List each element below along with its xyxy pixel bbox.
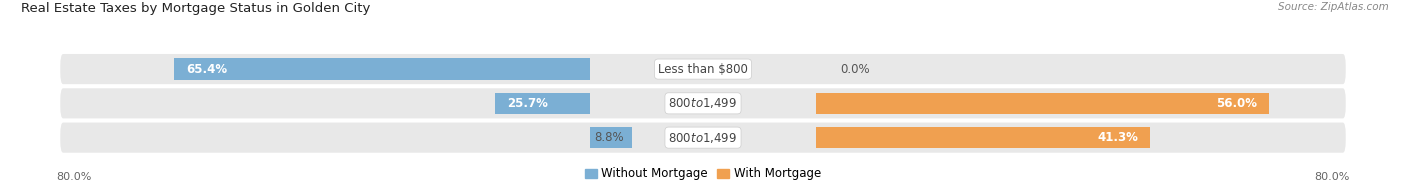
Text: Source: ZipAtlas.com: Source: ZipAtlas.com — [1278, 2, 1389, 12]
Text: 65.4%: 65.4% — [187, 63, 228, 76]
Text: 80.0%: 80.0% — [1315, 172, 1350, 182]
Bar — [174, 58, 591, 80]
Text: 80.0%: 80.0% — [56, 172, 91, 182]
Text: Real Estate Taxes by Mortgage Status in Golden City: Real Estate Taxes by Mortgage Status in … — [21, 2, 370, 15]
Text: 25.7%: 25.7% — [508, 97, 548, 110]
Text: 8.8%: 8.8% — [595, 131, 624, 144]
Text: 41.3%: 41.3% — [1097, 131, 1137, 144]
Bar — [817, 127, 1150, 148]
FancyBboxPatch shape — [60, 88, 1346, 118]
Text: 56.0%: 56.0% — [1216, 97, 1257, 110]
Text: 0.0%: 0.0% — [841, 63, 870, 76]
Text: $800 to $1,499: $800 to $1,499 — [668, 96, 738, 110]
Text: $800 to $1,499: $800 to $1,499 — [668, 131, 738, 145]
FancyBboxPatch shape — [60, 54, 1346, 84]
Text: Less than $800: Less than $800 — [658, 63, 748, 76]
FancyBboxPatch shape — [60, 122, 1346, 153]
Bar — [591, 127, 631, 148]
Bar — [817, 93, 1270, 114]
Bar — [495, 93, 591, 114]
Legend: Without Mortgage, With Mortgage: Without Mortgage, With Mortgage — [581, 163, 825, 185]
